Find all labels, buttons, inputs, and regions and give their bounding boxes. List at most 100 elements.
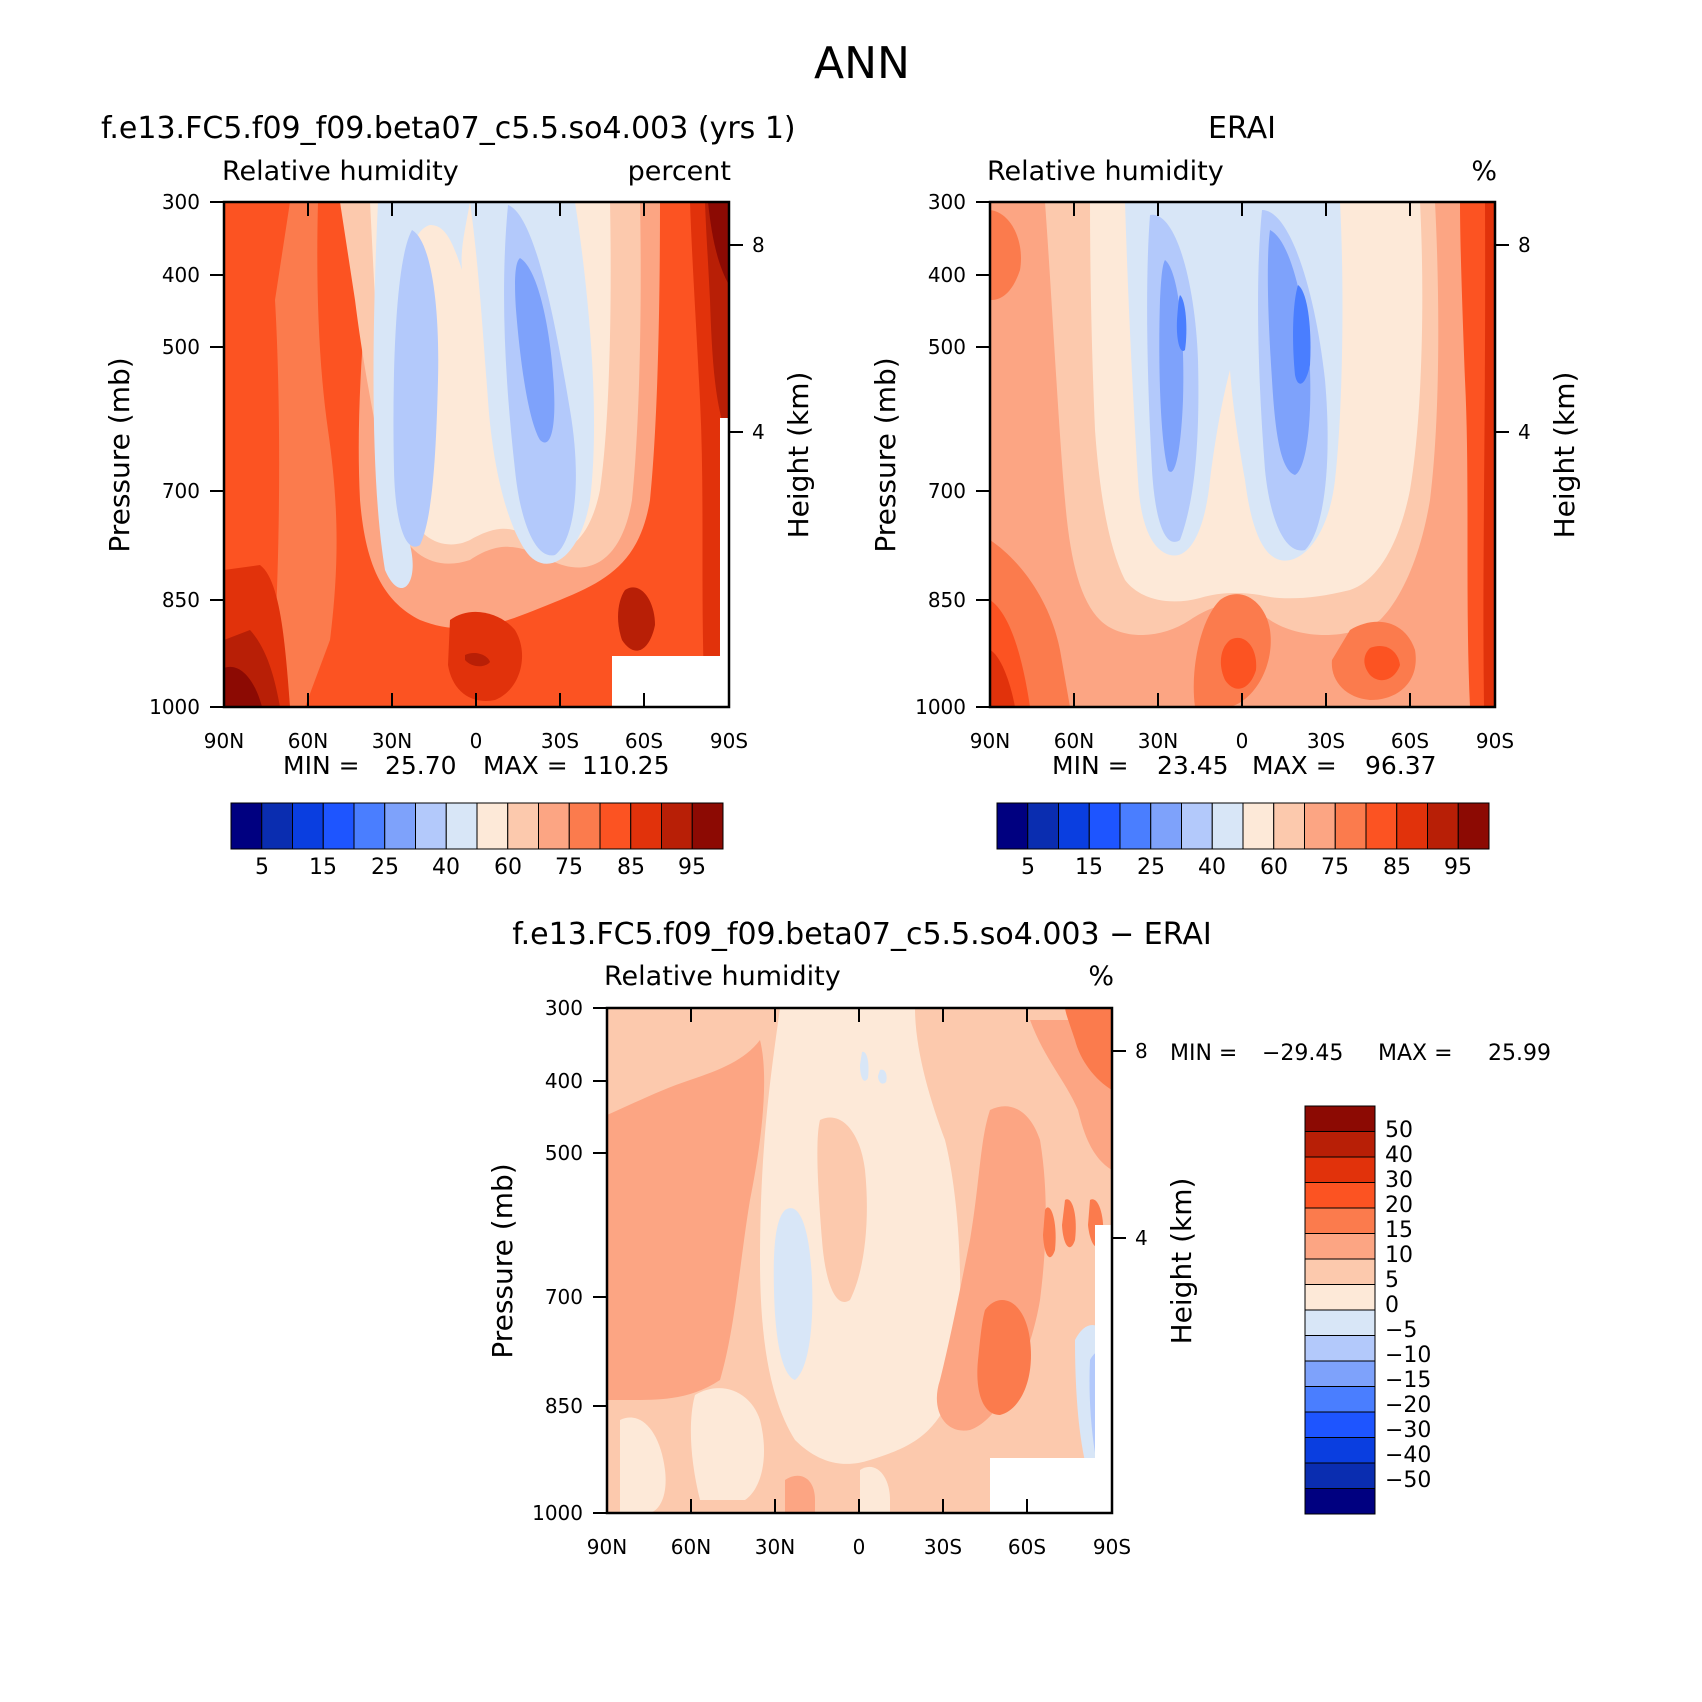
colorbar-swatch <box>292 802 324 850</box>
colorbar-label: 0 <box>1385 1293 1399 1318</box>
x-tick-label: 30N <box>1138 729 1178 753</box>
panel-obs-right-label: % <box>1471 156 1497 187</box>
x-tick-label: 0 <box>1236 729 1249 753</box>
y-tick-label: 700 <box>928 479 966 503</box>
x-tick-label: 90S <box>1476 729 1514 753</box>
panel-diff-right-label: % <box>1088 961 1114 992</box>
colorbar-swatch <box>476 802 509 850</box>
panel-diff-ylabel: Pressure (mb) <box>486 1163 519 1358</box>
panel-obs: ERAI Relative humidity % <box>869 111 1581 880</box>
colorbar-swatch <box>630 802 662 850</box>
colorbar-swatch <box>1304 1386 1376 1413</box>
panel-obs-contour-field <box>990 202 1495 707</box>
panel-obs-y2label: Height (km) <box>1548 372 1581 539</box>
colorbar-label: 50 <box>1385 1118 1413 1143</box>
colorbar-swatch <box>691 802 724 850</box>
x-tick-label: 60S <box>625 729 663 753</box>
panel-model-right-label: percent <box>628 156 731 187</box>
x-tick-label: 90N <box>587 1535 627 1559</box>
colorbar-swatch <box>230 802 263 850</box>
x-tick-label: 30S <box>1307 729 1345 753</box>
colorbar-swatch <box>445 802 478 850</box>
panel-diff-y2label: Height (km) <box>1165 1178 1198 1345</box>
colorbar-swatch <box>538 802 570 850</box>
panel-model-x-tick-labels: 90N 60N 30N 0 30S 60S 90S <box>204 729 748 753</box>
colorbar-swatch <box>661 802 693 850</box>
y-tick-label: 1000 <box>149 695 200 719</box>
colorbar-swatch <box>384 802 416 850</box>
colorbar-swatch <box>1304 1207 1376 1234</box>
x-tick-label: 90S <box>1093 1535 1131 1559</box>
panel-diff-title: f.e13.FC5.f09_f09.beta07_c5.5.so4.003 − … <box>512 917 1212 952</box>
colorbar-label: −40 <box>1385 1443 1431 1468</box>
x-tick-label: 30N <box>755 1535 795 1559</box>
panel-model-max-label: MAX = <box>483 751 568 780</box>
colorbar-swatch <box>1027 802 1059 850</box>
panel-obs-colorbar-labels: 5 15 25 40 60 75 85 95 <box>1021 855 1472 880</box>
panel-diff-colorbar <box>1304 1105 1376 1515</box>
y-tick-label: 700 <box>545 1285 583 1309</box>
x-tick-label: 60S <box>1391 729 1429 753</box>
colorbar-label: 40 <box>432 855 460 880</box>
panel-model-y-tick-labels: 300 400 500 700 850 1000 <box>149 190 200 719</box>
colorbar-label: 75 <box>1321 855 1349 880</box>
x-tick-label: 60N <box>288 729 328 753</box>
colorbar-swatch <box>1119 802 1152 850</box>
colorbar-swatch <box>1457 802 1490 850</box>
colorbar-swatch <box>1304 1335 1376 1362</box>
y-tick-label: 500 <box>162 335 200 359</box>
panel-model-min-value: 25.70 <box>385 751 457 780</box>
panel-diff-y2-tick-labels: 8 4 <box>1135 1039 1148 1250</box>
colorbar-label: 5 <box>255 855 269 880</box>
colorbar-swatch <box>1304 1284 1376 1311</box>
y-tick-label: 400 <box>162 263 200 287</box>
colorbar-label: 95 <box>1444 855 1472 880</box>
panel-diff-min-label: MIN = <box>1170 1041 1237 1066</box>
x-tick-label: 90N <box>204 729 244 753</box>
colorbar-swatch <box>1304 1131 1376 1158</box>
colorbar-label: 25 <box>1137 855 1165 880</box>
panel-diff-max-label: MAX = <box>1378 1041 1453 1066</box>
x-tick-label: 90N <box>970 729 1010 753</box>
colorbar-swatch <box>1304 1488 1376 1515</box>
panel-obs-title: ERAI <box>1208 111 1276 146</box>
x-tick-label: 90S <box>710 729 748 753</box>
y-tick-label: 850 <box>928 588 966 612</box>
colorbar-swatch <box>1211 802 1244 850</box>
colorbar-swatch <box>415 802 447 850</box>
y-tick-label: 500 <box>545 1141 583 1165</box>
colorbar-swatch <box>1304 1105 1376 1132</box>
y-tick-label: 400 <box>928 263 966 287</box>
y-tick-label: 400 <box>545 1069 583 1093</box>
y2-tick-label: 8 <box>1518 233 1531 257</box>
panel-obs-y2-tick-labels: 8 4 <box>1518 233 1531 444</box>
y2-tick-label: 8 <box>752 233 765 257</box>
panel-model-colorbar <box>230 802 724 850</box>
panel-obs-left-label: Relative humidity <box>987 156 1224 187</box>
panel-obs-min-value: 23.45 <box>1157 751 1229 780</box>
figure-title: ANN <box>814 38 910 89</box>
panel-obs-x-tick-labels: 90N 60N 30N 0 30S 60S 90S <box>970 729 1514 753</box>
colorbar-label: 85 <box>617 855 645 880</box>
x-tick-label: 0 <box>853 1535 866 1559</box>
colorbar-swatch <box>1396 802 1428 850</box>
panel-obs-ylabel: Pressure (mb) <box>869 357 902 552</box>
colorbar-swatch <box>1304 1182 1376 1209</box>
colorbar-label: 40 <box>1385 1143 1413 1168</box>
panel-model-left-label: Relative humidity <box>222 156 459 187</box>
panel-obs-y-tick-labels: 300 400 500 700 850 1000 <box>915 190 966 719</box>
y-tick-label: 1000 <box>915 695 966 719</box>
colorbar-swatch <box>1304 1309 1376 1336</box>
colorbar-label: 30 <box>1385 1168 1413 1193</box>
y2-tick-label: 4 <box>1518 420 1531 444</box>
y2-tick-label: 4 <box>752 420 765 444</box>
panel-model-y2-tick-labels: 8 4 <box>752 233 765 444</box>
colorbar-swatch <box>1427 802 1459 850</box>
colorbar-label: 40 <box>1198 855 1226 880</box>
colorbar-label: 95 <box>678 855 706 880</box>
x-tick-label: 60N <box>1054 729 1094 753</box>
colorbar-swatch <box>1304 1437 1376 1464</box>
panel-diff: f.e13.FC5.f09_f09.beta07_c5.5.so4.003 − … <box>486 917 1551 1559</box>
colorbar-swatch <box>1058 802 1090 850</box>
